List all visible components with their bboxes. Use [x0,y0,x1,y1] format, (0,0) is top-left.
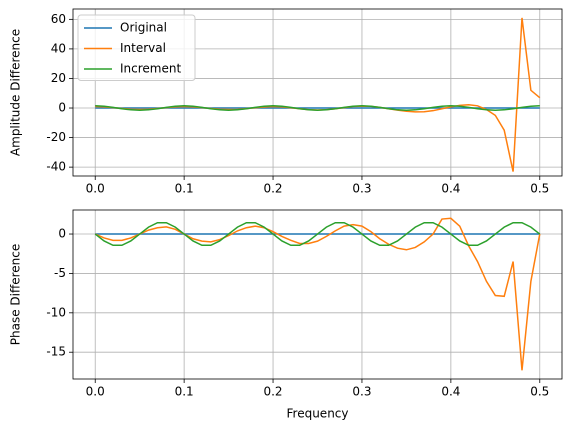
axes: 0.0 0.1 0.2 0.3 0.4 0.5 -40 -20 0 20 40 60 Amplitude… [9,8,563,196]
axes: 0.0 0.1 0.2 0.3 0.4 0.5 -15 -10 -5 0 Phase Differe… [9,209,563,421]
x-tick-label: 0.1 [175,385,194,399]
y-axis-label: Phase Difference [9,244,23,346]
y-tick-label: -40 [46,160,66,174]
y-tick-label: 0 [58,101,66,115]
x-tick-label: 0.0 [86,182,105,196]
x-tick-label: 0.3 [352,385,371,399]
y-axis-label: Amplitude Difference [9,29,23,156]
x-tick-label: 0.4 [441,182,460,196]
legend: Original Interval Increment [77,14,196,81]
legend-label: Interval [120,41,166,55]
x-tick-label: 0.5 [530,385,549,399]
axes-frame [72,209,563,380]
y-tick-label: 20 [51,71,66,85]
y-tick-label: -15 [46,345,66,359]
y-tick-label: 0 [58,227,66,241]
series-line [94,222,541,247]
x-tick-label: 0.5 [530,182,549,196]
y-tick-label: 40 [51,41,66,55]
x-tick-label: 0.1 [175,182,194,196]
series-line [94,217,541,371]
legend-box [77,14,196,81]
x-axis-label: Frequency [287,407,349,421]
legend-label: Increment [120,62,181,76]
y-tick-label: -20 [46,130,66,144]
legend-label: Original [120,21,167,35]
x-tick-label: 0.0 [86,385,105,399]
x-tick-label: 0.4 [441,385,460,399]
axes-frame [72,8,563,177]
x-tick-label: 0.2 [263,385,282,399]
series-line [95,105,540,111]
plot-area [73,210,562,379]
x-tick-label: 0.3 [352,182,371,196]
y-tick-label: -5 [54,266,66,280]
x-tick-label: 0.2 [263,182,282,196]
y-tick-label: 60 [51,12,66,26]
y-tick-label: -10 [46,305,66,319]
